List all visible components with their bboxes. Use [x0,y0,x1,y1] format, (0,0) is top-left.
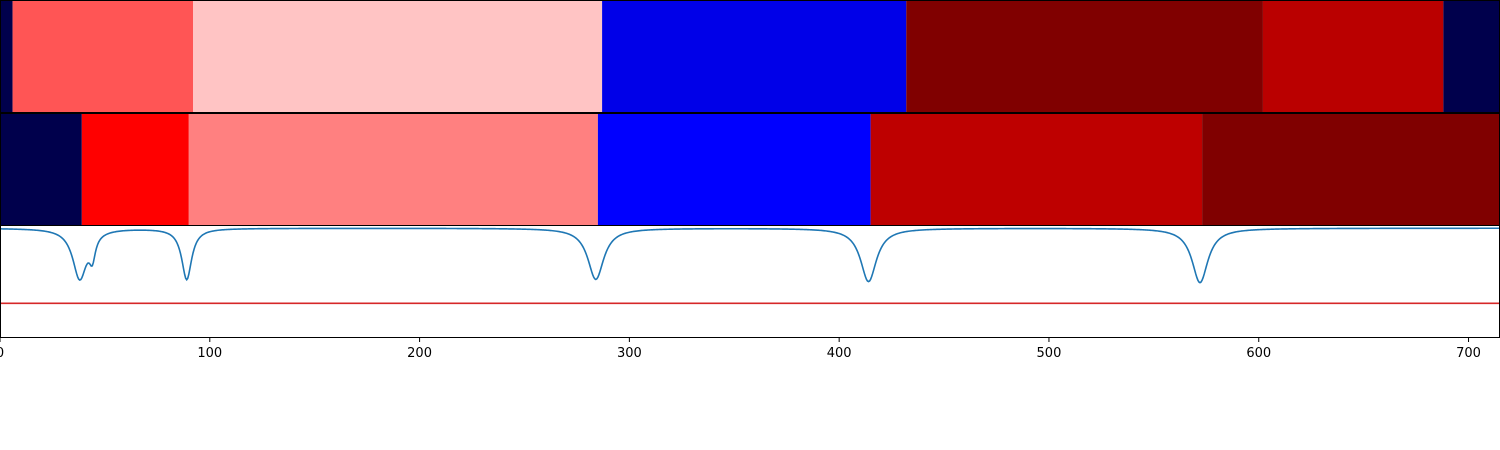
middle-segment-strip-segment-1 [82,114,189,225]
middle-segment-strip-segment-0 [0,114,82,225]
middle-segment-strip-segment-3 [598,114,871,225]
top-segment-strip-segment-4 [906,1,1263,112]
middle-segment-strip-segment-4 [871,114,1202,225]
x-tick-label-300: 300 [617,346,642,361]
middle-segment-strip-segment-5 [1202,114,1500,225]
x-tick-label-700: 700 [1456,346,1481,361]
line-plot-frame [1,226,1500,338]
x-tick-label-600: 600 [1246,346,1271,361]
boundary-line-plot [0,228,1500,303]
middle-segment-strip [0,114,1500,225]
top-segment-strip-segment-2 [193,1,602,112]
top-segment-strip-segment-6 [1443,1,1500,112]
top-segment-strip [0,1,1500,112]
x-tick-label-0: 0 [0,346,4,361]
middle-segment-strip-segment-2 [189,114,598,225]
x-tick-label-400: 400 [827,346,852,361]
score-line [0,228,1500,282]
x-tick-label-500: 500 [1037,346,1062,361]
x-tick-label-200: 200 [407,346,432,361]
x-tick-label-100: 100 [197,346,222,361]
top-segment-strip-segment-0 [0,1,13,112]
top-segment-strip-segment-3 [602,1,906,112]
top-segment-strip-segment-1 [13,1,193,112]
top-segment-strip-segment-5 [1263,1,1443,112]
x-axis: 0 100 200 300 400 500 600 700 [0,338,1481,362]
